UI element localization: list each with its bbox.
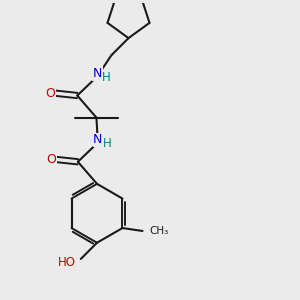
Text: H: H <box>103 137 112 150</box>
Text: O: O <box>46 87 56 100</box>
Text: N: N <box>93 67 102 80</box>
Text: O: O <box>46 153 56 166</box>
Text: H: H <box>102 71 111 84</box>
Text: N: N <box>93 133 103 146</box>
Text: HO: HO <box>58 256 76 269</box>
Text: CH₃: CH₃ <box>149 226 168 236</box>
